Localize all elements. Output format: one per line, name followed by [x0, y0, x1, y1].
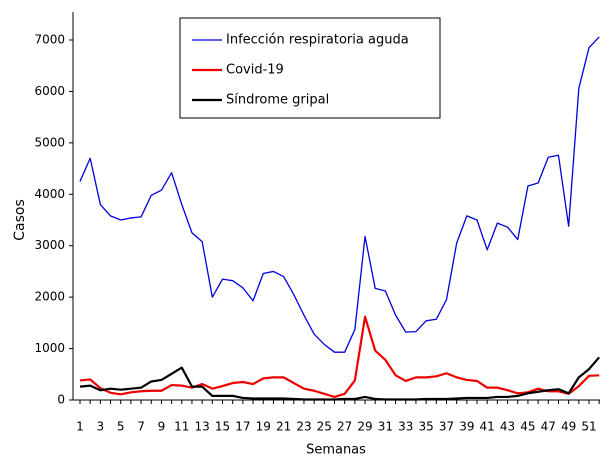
y-tick-label: 4000: [34, 187, 65, 201]
x-tick-label: 33: [398, 420, 413, 434]
x-tick-label: 21: [276, 420, 291, 434]
x-tick-label: 3: [97, 420, 105, 434]
x-tick-label: 41: [480, 420, 495, 434]
x-tick-label: 25: [317, 420, 332, 434]
x-tick-label: 5: [117, 420, 125, 434]
x-tick-label: 23: [296, 420, 311, 434]
x-axis-label: Semanas: [306, 443, 366, 458]
x-tick-label: 29: [357, 420, 372, 434]
x-tick-label: 31: [378, 420, 393, 434]
legend-label: Infección respiratoria aguda: [226, 33, 409, 48]
series-line: [79, 315, 600, 399]
series-line: [79, 356, 600, 401]
y-tick-label: 3000: [34, 238, 65, 252]
x-tick-label: 15: [215, 420, 230, 434]
series-line: [79, 36, 600, 353]
x-tick-label: 9: [158, 420, 166, 434]
x-tick-label: 43: [500, 420, 515, 434]
x-tick-label: 45: [520, 420, 535, 434]
y-tick-label: 6000: [34, 84, 65, 98]
legend-label: Síndrome gripal: [226, 93, 329, 108]
x-tick-label: 47: [541, 420, 556, 434]
y-tick-label: 0: [57, 393, 65, 407]
y-tick-label: 5000: [34, 135, 65, 149]
x-tick-label: 1: [76, 420, 84, 434]
x-tick-label: 37: [439, 420, 454, 434]
x-tick-label: 49: [561, 420, 576, 434]
x-tick-label: 7: [137, 420, 145, 434]
x-tick-label: 51: [581, 420, 596, 434]
x-tick-label: 11: [174, 420, 189, 434]
x-tick-label: 17: [235, 420, 250, 434]
x-tick-label: 39: [459, 420, 474, 434]
y-tick-label: 1000: [34, 341, 65, 355]
x-tick-label: 27: [337, 420, 352, 434]
legend-box: [179, 17, 441, 119]
legend-label: Covid-19: [226, 63, 284, 78]
x-tick-label: 19: [256, 420, 271, 434]
y-tick-label: 2000: [34, 290, 65, 304]
x-tick-label: 35: [418, 420, 433, 434]
y-axis-label: Casos: [12, 199, 28, 241]
y-tick-label: 7000: [34, 33, 65, 47]
x-tick-label: 13: [195, 420, 210, 434]
